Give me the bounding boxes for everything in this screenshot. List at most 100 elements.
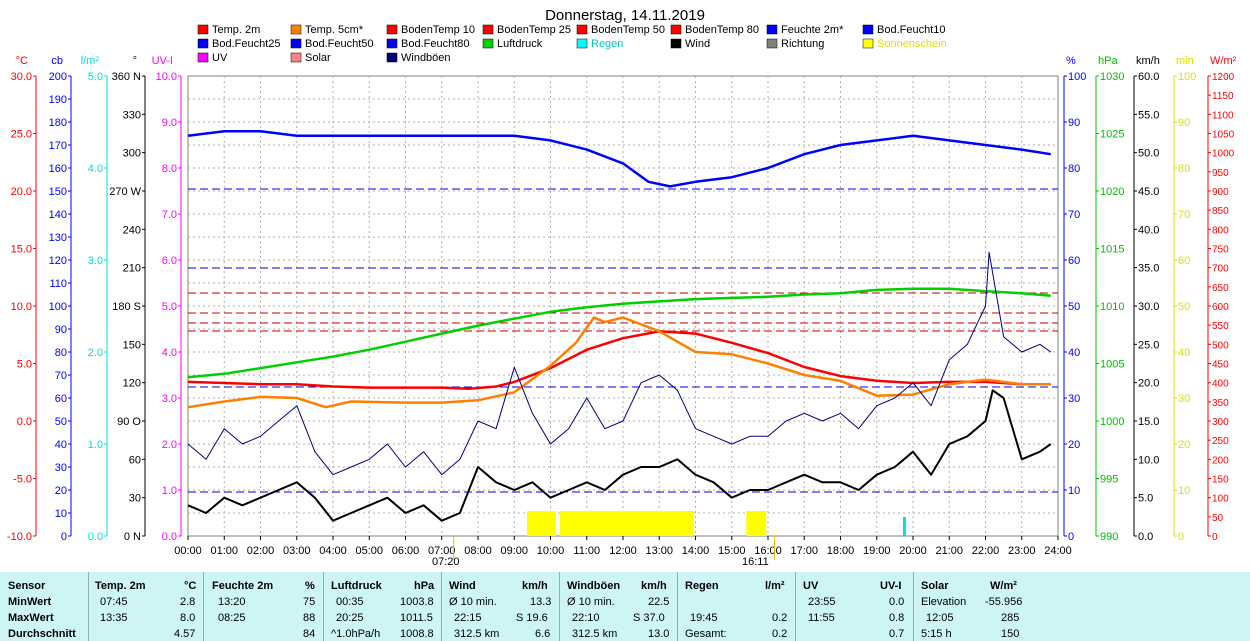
left-axis-tick-label: 270 W — [109, 186, 141, 198]
stats-max-time: 08:25 — [218, 612, 246, 624]
right-axis-tick-label: 1005 — [1100, 359, 1124, 371]
left-axes: °C 30.0 25.0 20.0 15.0 10.0 5.0 0.0 -5.0 -10.0 cb 2… — [7, 55, 182, 543]
stats-avg-value: 0.7 — [889, 628, 905, 640]
right-axis-tick-label: 55.0 — [1138, 109, 1159, 121]
stats-min-time: 00:35 — [336, 596, 364, 608]
right-axis-tick-label: 35.0 — [1138, 263, 1159, 275]
left-axis-unit: ° — [133, 55, 137, 67]
right-axis-tick-label: 30.0 — [1138, 301, 1159, 313]
right-axis-tick-label: 0 — [1212, 532, 1218, 543]
left-axis-tick-label: 2.0 — [88, 347, 103, 359]
series-line — [187, 287, 1051, 379]
stats-min-value: 13.3 — [530, 596, 552, 608]
stats-max-value: 0.2 — [772, 612, 788, 624]
legend-swatch — [576, 24, 588, 35]
right-axis-tick-label: 1020 — [1100, 186, 1124, 198]
right-axis-tick-label: 15.0 — [1138, 416, 1159, 428]
left-axis-tick-label: 210 — [123, 263, 141, 275]
weather-chart: Donnerstag, 14.11.2019 Temp. 2m Temp. 5cm… — [7, 7, 1237, 568]
stats-min-value: 0.0 — [889, 596, 905, 608]
stats-unit: l/m² — [765, 580, 785, 592]
stats-min-time: Ø 10 min. — [567, 596, 615, 608]
left-axis-tick-label: 1.0 — [88, 439, 103, 451]
right-axis-tick-label: 0.0 — [1138, 531, 1153, 543]
legend-label: Sonnenschein — [877, 38, 947, 50]
left-axis-tick-label: 110 — [49, 278, 67, 290]
chart-title: Donnerstag, 14.11.2019 — [545, 7, 705, 24]
stats-avg-row-label: Durchschnitt — [8, 628, 76, 640]
right-axis-tick-label: 5.0 — [1138, 493, 1153, 505]
stats-min-time: Ø 10 min. — [449, 596, 497, 608]
stats-header: Windböen — [567, 580, 621, 592]
legend-swatch — [386, 52, 398, 63]
right-axis-tick-label: 990 — [1100, 531, 1118, 543]
right-axis-tick-label: 100 — [1178, 71, 1196, 83]
right-axis-tick-label: 10 — [1178, 485, 1190, 497]
x-axis-tick-label: 08:00 — [464, 545, 492, 557]
stats-min-time: Elevation — [921, 596, 967, 608]
left-axis-tick-label: 3.0 — [162, 393, 177, 405]
right-axis-tick-label: 1050 — [1212, 130, 1235, 141]
left-axis-tick-label: 9.0 — [162, 117, 177, 129]
stats-header: Wind — [449, 580, 476, 592]
right-axis-tick-label: 50 — [1212, 513, 1224, 524]
right-axis-tick-label: 10 — [1068, 485, 1080, 497]
x-axis-tick-label: 22:00 — [972, 545, 1000, 557]
stats-header: Regen — [685, 580, 719, 592]
stats-max-time: 19:45 — [690, 612, 718, 624]
legend-label: Feuchte 2m* — [781, 24, 844, 36]
legend-swatch — [197, 38, 209, 49]
left-axis-tick-label: 80 — [55, 347, 67, 359]
series-line — [187, 251, 1052, 476]
legend-label: Bod.Feucht50 — [305, 38, 374, 50]
x-axis-ticks: 00:00 01:00 02:00 03:00 04:00 05:00 06:00 07:00… — [174, 536, 1072, 560]
left-axis-tick-label: 300 — [123, 148, 141, 160]
x-axis-tick-label: 01:00 — [210, 545, 238, 557]
left-axis-tick-label: 140 — [49, 209, 67, 221]
x-axis-tick-label: 13:00 — [645, 545, 673, 557]
right-axis-tick-label: 10.0 — [1138, 454, 1159, 466]
left-axis-tick-label: -10.0 — [7, 531, 32, 543]
x-axis-tick-label: 10:00 — [537, 545, 565, 557]
right-axis-tick-label: 450 — [1212, 360, 1229, 371]
stats-min-value: 22.5 — [648, 596, 670, 608]
stats-min-time: 07:45 — [100, 596, 128, 608]
left-axis-tick-label: 60 — [129, 454, 141, 466]
x-axis-tick-label: 24:00 — [1044, 545, 1072, 557]
series-line — [187, 316, 1051, 409]
right-axis-tick-label: 700 — [1212, 264, 1229, 275]
left-axis-tick-label: 6.0 — [162, 255, 177, 267]
x-axis-tick-label: 14:00 — [682, 545, 710, 557]
legend-label: BodenTemp 10 — [401, 24, 475, 36]
legend-label: Solar — [305, 52, 331, 64]
left-axis-tick-label: 150 — [123, 339, 141, 351]
legend-swatch — [197, 24, 209, 35]
right-axis-tick-label: 1025 — [1100, 129, 1124, 141]
left-axis-tick-label: 330 — [123, 109, 141, 121]
legend-swatch — [766, 24, 778, 35]
left-axis-tick-label: 10 — [55, 508, 67, 520]
stats-min-time: 23:55 — [808, 596, 836, 608]
legend-swatch — [290, 38, 302, 49]
stats-avg-label: Gesamt: — [685, 628, 727, 640]
left-axis-tick-label: 5.0 — [17, 359, 32, 371]
stats-max-time: 22:15 — [454, 612, 482, 624]
right-axis-tick-label: 150 — [1212, 475, 1229, 486]
right-axis-tick-label: 90 — [1068, 117, 1080, 129]
right-axis-tick-label: 20 — [1178, 439, 1190, 451]
right-axis-tick-label: 20 — [1068, 439, 1080, 451]
right-axis-tick-label: 1100 — [1212, 110, 1234, 121]
right-axis-tick-label: 50 — [1068, 301, 1080, 313]
stats-max-time: 12:05 — [926, 612, 954, 624]
sunset-label: 16:11 — [742, 556, 769, 568]
legend-swatch — [482, 38, 494, 49]
x-axis-tick-label: 20:00 — [899, 545, 927, 557]
right-axis-tick-label: 950 — [1212, 168, 1229, 179]
legend-swatch — [290, 52, 302, 63]
right-axis-tick-label: 70 — [1178, 209, 1190, 221]
left-axis-tick-label: 5.0 — [88, 71, 103, 83]
left-axis-unit: l/m² — [81, 55, 100, 67]
legend-swatch — [670, 38, 682, 49]
sunshine-bars — [526, 511, 906, 536]
legend-label: Windböen — [401, 52, 451, 64]
